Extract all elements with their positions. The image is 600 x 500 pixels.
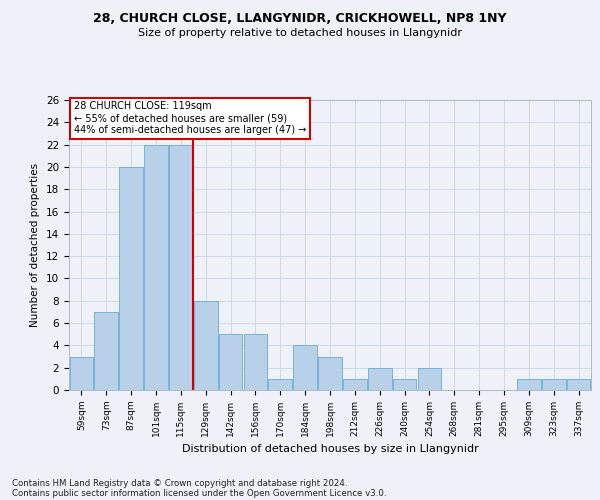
Bar [393, 379, 416, 390]
Bar [567, 379, 590, 390]
Bar [418, 368, 441, 390]
Bar [194, 301, 218, 390]
Text: 28, CHURCH CLOSE, LLANGYNIDR, CRICKHOWELL, NP8 1NY: 28, CHURCH CLOSE, LLANGYNIDR, CRICKHOWEL… [93, 12, 507, 26]
Bar [169, 144, 193, 390]
Bar [517, 379, 541, 390]
Bar [144, 144, 168, 390]
Y-axis label: Number of detached properties: Number of detached properties [31, 163, 40, 327]
Text: 28 CHURCH CLOSE: 119sqm
← 55% of detached houses are smaller (59)
44% of semi-de: 28 CHURCH CLOSE: 119sqm ← 55% of detache… [74, 102, 307, 134]
Bar [542, 379, 566, 390]
Text: Size of property relative to detached houses in Llangynidr: Size of property relative to detached ho… [138, 28, 462, 38]
Bar [318, 356, 342, 390]
Bar [293, 346, 317, 390]
Text: Contains HM Land Registry data © Crown copyright and database right 2024.: Contains HM Land Registry data © Crown c… [12, 478, 347, 488]
Bar [268, 379, 292, 390]
Bar [368, 368, 392, 390]
X-axis label: Distribution of detached houses by size in Llangynidr: Distribution of detached houses by size … [182, 444, 478, 454]
Bar [119, 167, 143, 390]
Bar [343, 379, 367, 390]
Bar [219, 334, 242, 390]
Bar [244, 334, 267, 390]
Text: Contains public sector information licensed under the Open Government Licence v3: Contains public sector information licen… [12, 488, 386, 498]
Bar [94, 312, 118, 390]
Bar [70, 356, 93, 390]
